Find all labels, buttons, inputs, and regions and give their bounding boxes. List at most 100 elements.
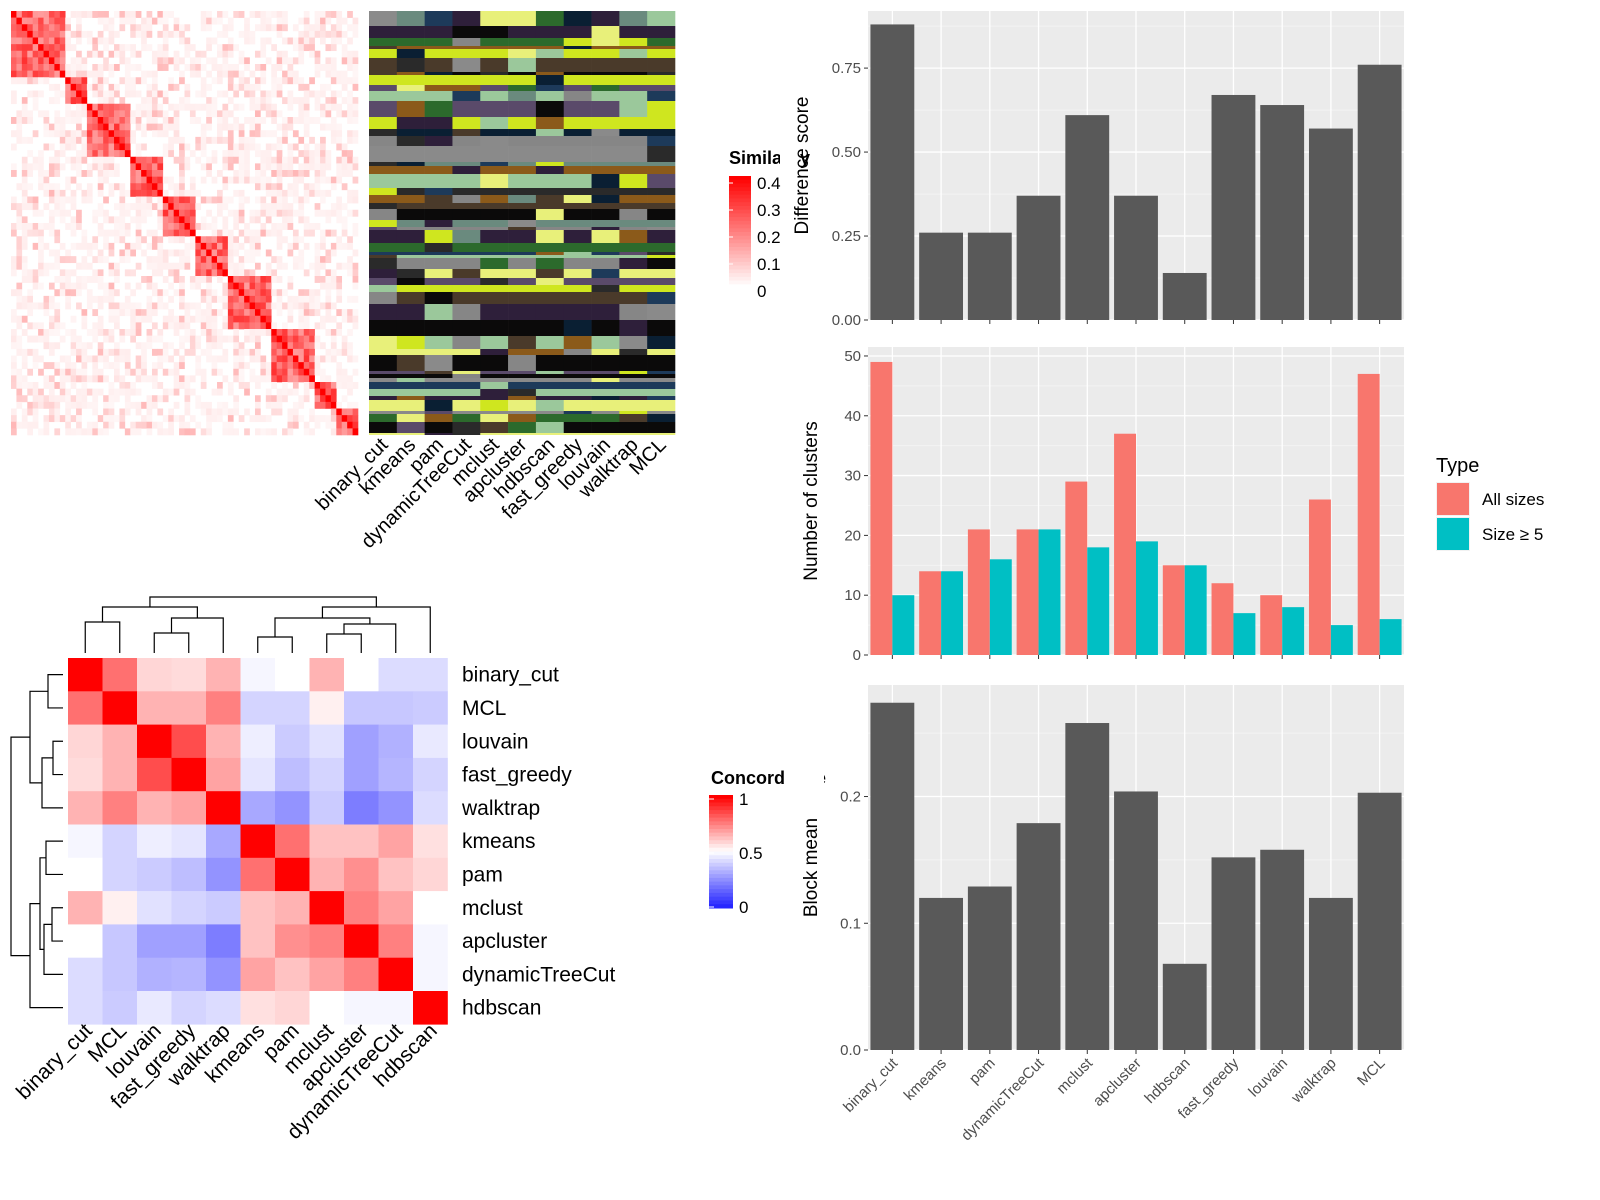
similarity-cell bbox=[233, 269, 240, 277]
similarity-cell bbox=[48, 189, 55, 197]
concordance-legend-label: 0.5 bbox=[739, 844, 763, 863]
similarity-cell bbox=[81, 83, 88, 91]
similarity-cell bbox=[119, 309, 126, 317]
similarity-cell bbox=[330, 282, 337, 290]
similarity-cell bbox=[211, 37, 218, 45]
similarity-cell bbox=[108, 335, 115, 343]
similarity-cell bbox=[206, 156, 212, 164]
cluster-cell bbox=[647, 203, 676, 209]
cluster-cell bbox=[369, 91, 398, 101]
similarity-cell bbox=[27, 64, 33, 71]
cluster-cell bbox=[452, 91, 481, 101]
cluster-cell bbox=[396, 355, 425, 371]
cluster-cell bbox=[619, 129, 648, 136]
cluster-cell bbox=[480, 389, 509, 396]
similarity-cell bbox=[292, 57, 299, 65]
concordance-legend-swatch bbox=[709, 843, 733, 849]
bar bbox=[1162, 963, 1207, 1050]
similarity-cell bbox=[330, 249, 337, 257]
similarity-cell bbox=[168, 236, 174, 244]
similarity-cell bbox=[320, 395, 326, 403]
cluster-cell bbox=[619, 285, 648, 292]
similarity-cell bbox=[92, 355, 99, 363]
similarity-cell bbox=[347, 150, 353, 158]
similarity-cell bbox=[141, 176, 147, 184]
similarity-cell bbox=[162, 322, 169, 330]
similarity-cell bbox=[179, 375, 185, 383]
similarity-cell bbox=[227, 408, 234, 416]
similarity-cell bbox=[303, 30, 310, 38]
similarity-cell bbox=[59, 64, 66, 71]
similarity-cell bbox=[314, 382, 321, 389]
similarity-legend-swatch bbox=[729, 213, 751, 218]
cluster-cell bbox=[369, 129, 398, 136]
similarity-cell bbox=[108, 408, 115, 416]
similarity-cell bbox=[70, 315, 77, 323]
similarity-cell bbox=[65, 117, 71, 124]
similarity-cell bbox=[27, 57, 33, 65]
similarity-cell bbox=[124, 57, 131, 65]
similarity-cell bbox=[16, 289, 23, 297]
similarity-cell bbox=[233, 335, 240, 343]
similarity-cell bbox=[325, 249, 332, 257]
similarity-cell bbox=[168, 196, 174, 204]
similarity-cell bbox=[168, 249, 174, 257]
similarity-cell bbox=[227, 382, 234, 389]
similarity-cell bbox=[303, 123, 310, 131]
similarity-cell bbox=[146, 11, 153, 18]
similarity-cell bbox=[108, 401, 115, 409]
similarity-cell bbox=[211, 196, 218, 204]
similarity-cell bbox=[330, 97, 337, 105]
similarity-cell bbox=[352, 130, 359, 138]
cluster-cell bbox=[508, 85, 537, 91]
similarity-cell bbox=[341, 421, 348, 429]
similarity-cell bbox=[173, 322, 180, 330]
similarity-cell bbox=[233, 408, 240, 416]
similarity-cell bbox=[309, 309, 315, 317]
similarity-cell bbox=[179, 276, 185, 283]
similarity-cell bbox=[70, 196, 77, 204]
similarity-cell bbox=[347, 408, 353, 416]
similarity-cell bbox=[276, 189, 283, 197]
similarity-cell bbox=[227, 110, 234, 118]
similarity-cell bbox=[16, 123, 23, 131]
similarity-cell bbox=[135, 329, 142, 336]
similarity-cell bbox=[65, 77, 71, 85]
similarity-cell bbox=[16, 348, 23, 356]
cluster-cell bbox=[563, 414, 592, 422]
bar-all-sizes bbox=[870, 361, 893, 655]
similarity-cell bbox=[282, 70, 288, 78]
similarity-cell bbox=[314, 203, 321, 211]
similarity-cell bbox=[65, 176, 71, 184]
similarity-cell bbox=[21, 11, 28, 18]
similarity-cell bbox=[21, 44, 28, 52]
similarity-cell bbox=[114, 123, 120, 131]
similarity-cell bbox=[195, 143, 202, 151]
similarity-cell bbox=[151, 322, 158, 330]
similarity-cell bbox=[70, 83, 77, 91]
similarity-cell bbox=[21, 295, 28, 303]
similarity-cell bbox=[162, 30, 169, 38]
concordance-legend-swatch bbox=[709, 889, 733, 894]
similarity-cell bbox=[282, 57, 288, 65]
similarity-cell bbox=[92, 156, 99, 164]
similarity-cell bbox=[292, 262, 299, 270]
similarity-cell bbox=[200, 24, 207, 32]
cluster-cell bbox=[369, 75, 398, 85]
similarity-cell bbox=[59, 335, 66, 343]
similarity-cell bbox=[222, 203, 229, 211]
column-dendrogram-branch bbox=[321, 606, 431, 653]
similarity-cell bbox=[21, 216, 28, 224]
similarity-cell bbox=[27, 408, 33, 416]
similarity-legend-swatch bbox=[729, 183, 751, 188]
similarity-cell bbox=[86, 11, 93, 18]
similarity-cell bbox=[260, 309, 267, 317]
similarity-cell bbox=[287, 103, 294, 111]
similarity-cell bbox=[48, 322, 55, 330]
similarity-cell bbox=[146, 375, 153, 383]
similarity-cell bbox=[298, 348, 305, 356]
cluster-cell bbox=[591, 72, 620, 75]
similarity-legend-swatch bbox=[729, 239, 751, 244]
concordance-legend-swatch bbox=[709, 802, 733, 807]
similarity-cell bbox=[65, 421, 71, 429]
